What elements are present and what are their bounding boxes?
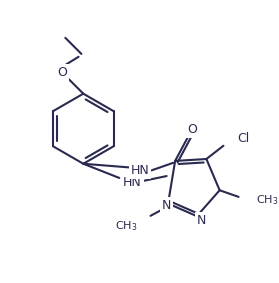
Text: N: N [197,214,206,227]
Text: HN: HN [131,164,150,177]
Text: O: O [57,66,68,79]
Text: HN: HN [123,176,142,189]
Text: O: O [187,123,197,136]
Text: CH$_3$: CH$_3$ [115,219,137,233]
Text: Cl: Cl [238,132,250,145]
Text: N: N [162,199,171,212]
Text: CH$_3$: CH$_3$ [256,193,278,207]
